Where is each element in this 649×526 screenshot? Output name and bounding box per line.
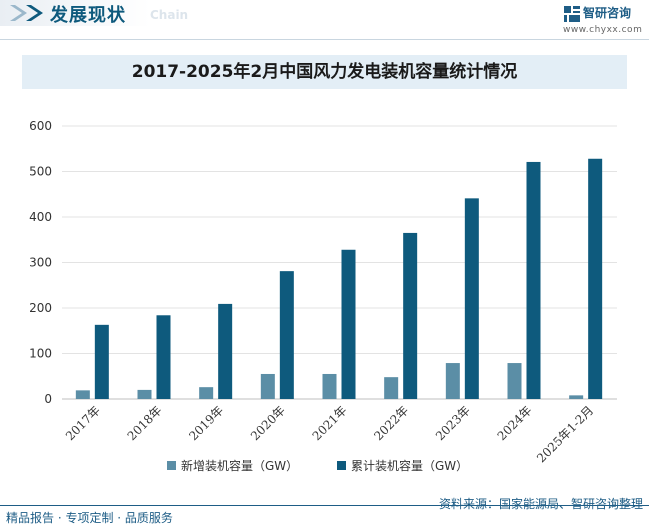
- bar-new-capacity: [260, 373, 275, 399]
- bar-cumulative-capacity: [156, 315, 171, 399]
- bar-cumulative-capacity: [218, 303, 233, 399]
- bar-cumulative-capacity: [464, 198, 479, 399]
- x-tick-label: 2020年: [248, 403, 288, 443]
- y-tick-label: 300: [29, 256, 52, 270]
- bar-cumulative-capacity: [526, 161, 541, 399]
- footer-tagline: 精品报告 · 专项定制 · 品质服务: [6, 511, 173, 525]
- chart-title: 2017-2025年2月中国风力发电装机容量统计情况: [131, 62, 518, 82]
- legend-label: 累计装机容量（GW）: [351, 458, 468, 473]
- bar-new-capacity: [569, 395, 584, 399]
- x-tick-label: 2018年: [125, 403, 165, 443]
- x-tick-label: 2023年: [433, 403, 473, 443]
- bar-cumulative-capacity: [341, 249, 356, 399]
- bar-new-capacity: [445, 363, 460, 399]
- y-tick-label: 0: [44, 392, 52, 406]
- legend-swatch: [167, 461, 176, 470]
- x-tick-label: 2017年: [63, 403, 103, 443]
- brand-name: 智研咨询: [583, 6, 632, 20]
- x-tick-label: 2021年: [310, 403, 350, 443]
- x-tick-label: 2022年: [371, 403, 411, 443]
- footer-divider: [0, 505, 649, 506]
- brand-logo: 智研咨询 www.chyxx.com: [563, 3, 643, 35]
- bar-new-capacity: [75, 390, 90, 399]
- chart-title-band: 2017-2025年2月中国风力发电装机容量统计情况: [22, 55, 627, 89]
- bar-cumulative-capacity: [588, 158, 603, 399]
- x-tick-label: 2024年: [495, 403, 535, 443]
- y-tick-label: 200: [29, 301, 52, 315]
- header-divider: [0, 39, 649, 40]
- data-source: 资料来源：国家能源局、智研咨询整理: [438, 497, 643, 511]
- bar-new-capacity: [199, 387, 214, 399]
- double-chevron-icon: [10, 5, 43, 21]
- bar-new-capacity: [322, 373, 337, 399]
- y-tick-label: 100: [29, 347, 52, 361]
- header: 发展现状 Chain 智研咨询 www.chyxx.com: [0, 0, 649, 40]
- section-subtitle: Chain: [150, 8, 189, 22]
- brand-logo-icon: [564, 6, 580, 22]
- brand-website: www.chyxx.com: [563, 25, 643, 35]
- legend-label: 新增装机容量（GW）: [181, 458, 298, 473]
- legend-swatch: [337, 461, 346, 470]
- bar-cumulative-capacity: [94, 324, 109, 399]
- bar-new-capacity: [384, 377, 399, 399]
- x-tick-label: 2025年1-2月: [534, 403, 596, 465]
- bar-cumulative-capacity: [403, 232, 418, 399]
- bar-new-capacity: [507, 363, 522, 399]
- bar-new-capacity: [137, 389, 152, 399]
- y-tick-label: 400: [29, 210, 52, 224]
- section-title: 发展现状: [50, 5, 126, 26]
- y-tick-label: 500: [29, 165, 52, 179]
- y-tick-label: 600: [29, 119, 52, 133]
- bar-cumulative-capacity: [279, 271, 294, 399]
- x-tick-label: 2019年: [186, 403, 226, 443]
